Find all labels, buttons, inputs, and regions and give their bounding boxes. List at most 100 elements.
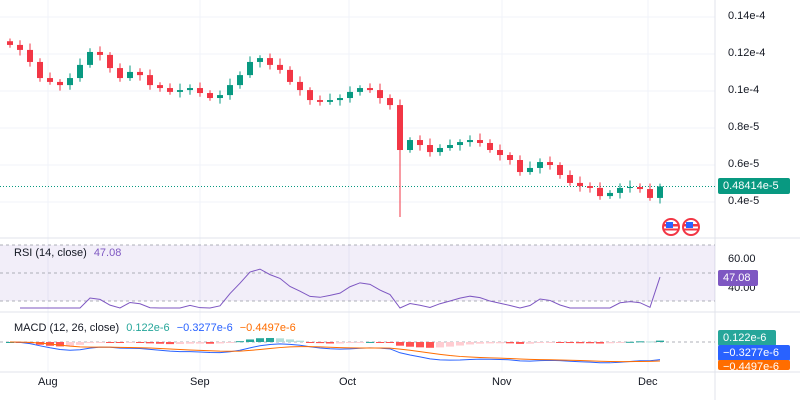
macd-histogram-bar [486, 342, 494, 344]
candle-body [197, 88, 203, 94]
macd-histogram-bar [56, 342, 64, 347]
macd-histogram-bar [586, 342, 594, 344]
macd-histogram-bar [106, 342, 114, 343]
macd-title: MACD (12, 26, close) [14, 322, 120, 334]
candle-body [257, 58, 263, 62]
macd-histogram-bar [626, 341, 634, 343]
macd-line [9, 341, 661, 364]
time-tick-label: Dec [638, 376, 658, 388]
candle-body [207, 93, 213, 99]
candle-body [77, 64, 83, 79]
candle-body [497, 150, 503, 156]
candle-body [457, 142, 463, 146]
macd-histogram-bar [526, 342, 534, 344]
candle-body [367, 88, 373, 91]
macd-histogram-bar [316, 342, 324, 344]
candle-body [397, 105, 403, 151]
candle-body [347, 91, 353, 99]
macd-histogram-bar [306, 342, 314, 343]
macd-histogram-bar [296, 340, 304, 342]
candle-body [167, 88, 173, 92]
macd-histogram-bar [466, 342, 474, 345]
candle-body [157, 85, 163, 89]
candle-body [537, 162, 543, 168]
macd-line-tag: −0.3277e-6 [718, 345, 790, 361]
macd-histogram-bar [256, 338, 264, 342]
price-tick-label: 0.14e-4 [728, 10, 766, 22]
candle-body [487, 142, 493, 151]
candle-body [67, 78, 73, 86]
candle-body [247, 61, 253, 76]
candle-body [137, 71, 143, 76]
macd-histogram-bar [566, 342, 574, 344]
macd-histogram-bar [416, 342, 424, 348]
us-flag-event-icon[interactable] [662, 218, 680, 236]
candle-body [647, 189, 653, 198]
macd-histogram-bar [246, 339, 254, 342]
macd-histogram-bar [406, 342, 414, 347]
candle-body [587, 186, 593, 188]
candle-body [187, 88, 193, 91]
macd-histogram-bar [576, 342, 584, 344]
us-flag-event-icon[interactable] [682, 218, 700, 236]
candle-body [117, 68, 123, 79]
candle-body [37, 61, 43, 79]
rsi-title: RSI (14, close) [14, 247, 87, 259]
candle-body [287, 69, 293, 82]
candle-body [527, 167, 533, 173]
macd-legend: MACD (12, 26, close) 0.122e-6 −0.3277e-6… [14, 322, 300, 334]
rsi-value: 47.08 [93, 247, 122, 259]
macd-histogram-bar [356, 342, 364, 343]
candle-body [107, 54, 113, 69]
macd-histogram-bar [86, 342, 94, 344]
macd-histogram-bar [396, 342, 404, 346]
macd-histogram-bar [286, 339, 294, 342]
price-tick-label: 0.12e-4 [728, 47, 766, 59]
candle-body [577, 182, 583, 187]
macd-histogram-bar [546, 342, 554, 343]
macd-histogram-bar [606, 342, 614, 344]
candle-body [657, 186, 663, 198]
time-tick-label: Nov [492, 376, 512, 388]
macd-histogram-bar [556, 342, 564, 343]
candle-body [87, 51, 93, 65]
candle-body [417, 140, 423, 146]
last-price-tag: 0.48414e-5 [718, 178, 790, 194]
candle-body [127, 71, 133, 79]
candle-body [97, 51, 103, 55]
candle-body [517, 160, 523, 173]
price-tick-label: 0.4e-5 [728, 195, 760, 207]
macd-histogram-bar [266, 337, 274, 342]
candle-body [337, 98, 343, 101]
rsi-tick: 60.00 [728, 253, 756, 265]
macd-histogram-bar [326, 342, 334, 344]
macd-histogram-bar [506, 342, 514, 344]
macd-signal-line [9, 341, 661, 363]
macd-histogram-bar [186, 342, 194, 344]
macd-histogram-bar [646, 341, 654, 343]
candle-body [277, 64, 283, 70]
macd-histogram-bar [276, 338, 284, 342]
macd-signal-value: −0.4497e-6 [239, 322, 296, 334]
macd-histogram-bar [76, 342, 84, 345]
macd-histogram-bar [66, 342, 74, 347]
macd-histogram-bar [136, 342, 144, 343]
macd-histogram-bar [236, 341, 244, 343]
candle-body [327, 100, 333, 102]
macd-histogram-bar [496, 342, 504, 344]
candle-body [627, 187, 633, 189]
macd-histogram-bar [616, 342, 624, 343]
candle-body [427, 145, 433, 153]
candle-body [217, 95, 223, 99]
candle-body [477, 140, 483, 143]
macd-hist-tag: 0.122e-6 [718, 330, 776, 346]
candle-body [27, 49, 33, 62]
candle-body [317, 100, 323, 102]
macd-histogram-bar [176, 342, 184, 345]
macd-histogram-bar [476, 342, 484, 344]
rsi-legend: RSI (14, close) 47.08 [14, 247, 125, 259]
candle-body [307, 90, 313, 101]
candle-body [467, 140, 473, 143]
macd-histogram-bar [386, 342, 394, 343]
